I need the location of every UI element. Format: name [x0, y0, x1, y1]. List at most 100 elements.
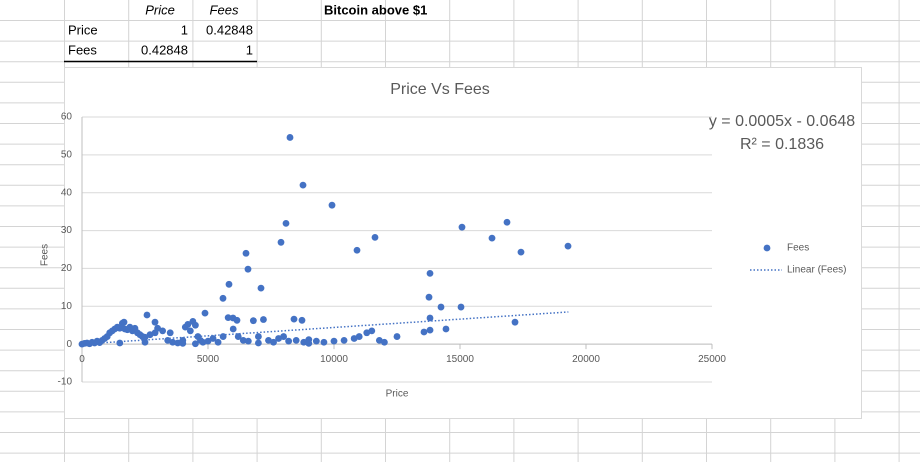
- scatter-point: [320, 338, 328, 346]
- scatter-point: [116, 339, 124, 347]
- scatter-point: [260, 316, 267, 323]
- scatter-point: [174, 339, 182, 347]
- scatter-point: [255, 333, 262, 340]
- scatter-point: [151, 318, 159, 326]
- scatter-point: [219, 333, 227, 340]
- scatter-point: [426, 314, 434, 322]
- y-tick-label: 30: [61, 225, 73, 236]
- scatter-point: [340, 336, 348, 344]
- scatter-point: [381, 338, 388, 346]
- table-cell: 1: [246, 42, 253, 57]
- scatter-point: [457, 303, 465, 311]
- scatter-point: [224, 314, 232, 322]
- scatter-point: [355, 333, 363, 340]
- x-tick-label: 20000: [572, 354, 600, 365]
- scatter-point: [458, 223, 466, 231]
- scatter-point: [277, 238, 285, 246]
- scatter-point: [285, 337, 293, 345]
- legend-marker: [763, 244, 771, 252]
- scatter-point: [186, 327, 194, 335]
- scatter-point: [179, 339, 187, 347]
- scatter-point: [270, 338, 277, 346]
- chart-title: Price Vs Fees: [390, 81, 490, 98]
- scatter-point: [233, 316, 241, 324]
- y-axis-title: Fees: [40, 244, 51, 266]
- trendline-r2: R² = 0.1836: [740, 136, 824, 153]
- chart-area: [64, 67, 862, 419]
- scatter-point: [517, 248, 525, 256]
- scatter-point: [282, 219, 290, 227]
- table-header: Price: [145, 2, 175, 17]
- y-tick-label: 40: [61, 187, 73, 198]
- table-cell: Price: [68, 22, 98, 37]
- scatter-point: [280, 333, 287, 340]
- table-cell: 1: [181, 22, 188, 37]
- scatter-point: [118, 319, 126, 327]
- scatter-point: [426, 269, 434, 277]
- scatter-point: [371, 233, 379, 241]
- scatter-point: [209, 335, 217, 342]
- scatter-point: [393, 333, 401, 340]
- scatter-point: [239, 336, 247, 344]
- scatter-point: [425, 293, 433, 301]
- scatter-point: [488, 234, 496, 242]
- y-tick-label: -10: [58, 377, 73, 388]
- table-cell: Fees: [68, 42, 97, 57]
- legend-label: Fees: [787, 243, 809, 254]
- scatter-point: [330, 337, 338, 345]
- scatter-point: [328, 201, 336, 209]
- sheet-note: Bitcoin above $1: [324, 2, 427, 17]
- y-tick-label: 10: [61, 301, 73, 312]
- scatter-point: [169, 338, 177, 346]
- y-tick-label: 0: [66, 339, 72, 350]
- scatter-point: [420, 328, 428, 336]
- scatter-point: [249, 317, 257, 325]
- y-tick-label: 20: [61, 263, 73, 274]
- scatter-point: [312, 337, 320, 345]
- x-tick-label: 15000: [446, 354, 474, 365]
- scatter-point: [141, 338, 149, 346]
- scatter-point: [159, 327, 167, 335]
- x-tick-label: 10000: [320, 354, 348, 365]
- scatter-point: [225, 280, 233, 288]
- scatter-point: [242, 249, 250, 257]
- scatter-point: [143, 311, 151, 319]
- scatter-point: [244, 337, 252, 345]
- scatter-point: [426, 326, 434, 334]
- scatter-point: [353, 246, 361, 254]
- scatter-point: [564, 242, 572, 250]
- scatter-point: [437, 303, 445, 311]
- y-tick-label: 50: [61, 149, 73, 160]
- scatter-point: [298, 316, 306, 324]
- scatter-point: [234, 333, 242, 340]
- table-header: Fees: [210, 2, 239, 17]
- legend-label: Linear (Fees): [787, 265, 846, 276]
- scatter-point: [184, 321, 192, 328]
- x-axis-title: Price: [386, 389, 409, 400]
- scatter-point: [255, 339, 262, 347]
- trendline-equation: y = 0.0005x - 0.0648: [709, 113, 855, 130]
- scatter-point: [257, 284, 265, 292]
- scatter-point: [204, 337, 212, 345]
- y-tick-label: 60: [61, 112, 73, 123]
- x-tick-label: 0: [79, 354, 85, 365]
- table-cell: 0.42848: [206, 22, 253, 37]
- scatter-point: [201, 309, 209, 317]
- scatter-point: [219, 294, 227, 302]
- table-cell: 0.42848: [141, 42, 188, 57]
- scatter-point: [154, 324, 162, 332]
- x-tick-label: 25000: [698, 354, 726, 365]
- scatter-point: [192, 340, 199, 348]
- scatter-point: [286, 134, 294, 141]
- scatter-point: [305, 339, 313, 347]
- scatter-point: [503, 218, 511, 226]
- scatter-point: [292, 336, 300, 344]
- scatter-point: [244, 265, 252, 273]
- scatter-point: [442, 325, 450, 333]
- scatter-point: [368, 327, 376, 335]
- scatter-point: [290, 315, 298, 323]
- scatter-point: [229, 325, 237, 333]
- scatter-point: [192, 321, 199, 329]
- scatter-point: [166, 329, 174, 337]
